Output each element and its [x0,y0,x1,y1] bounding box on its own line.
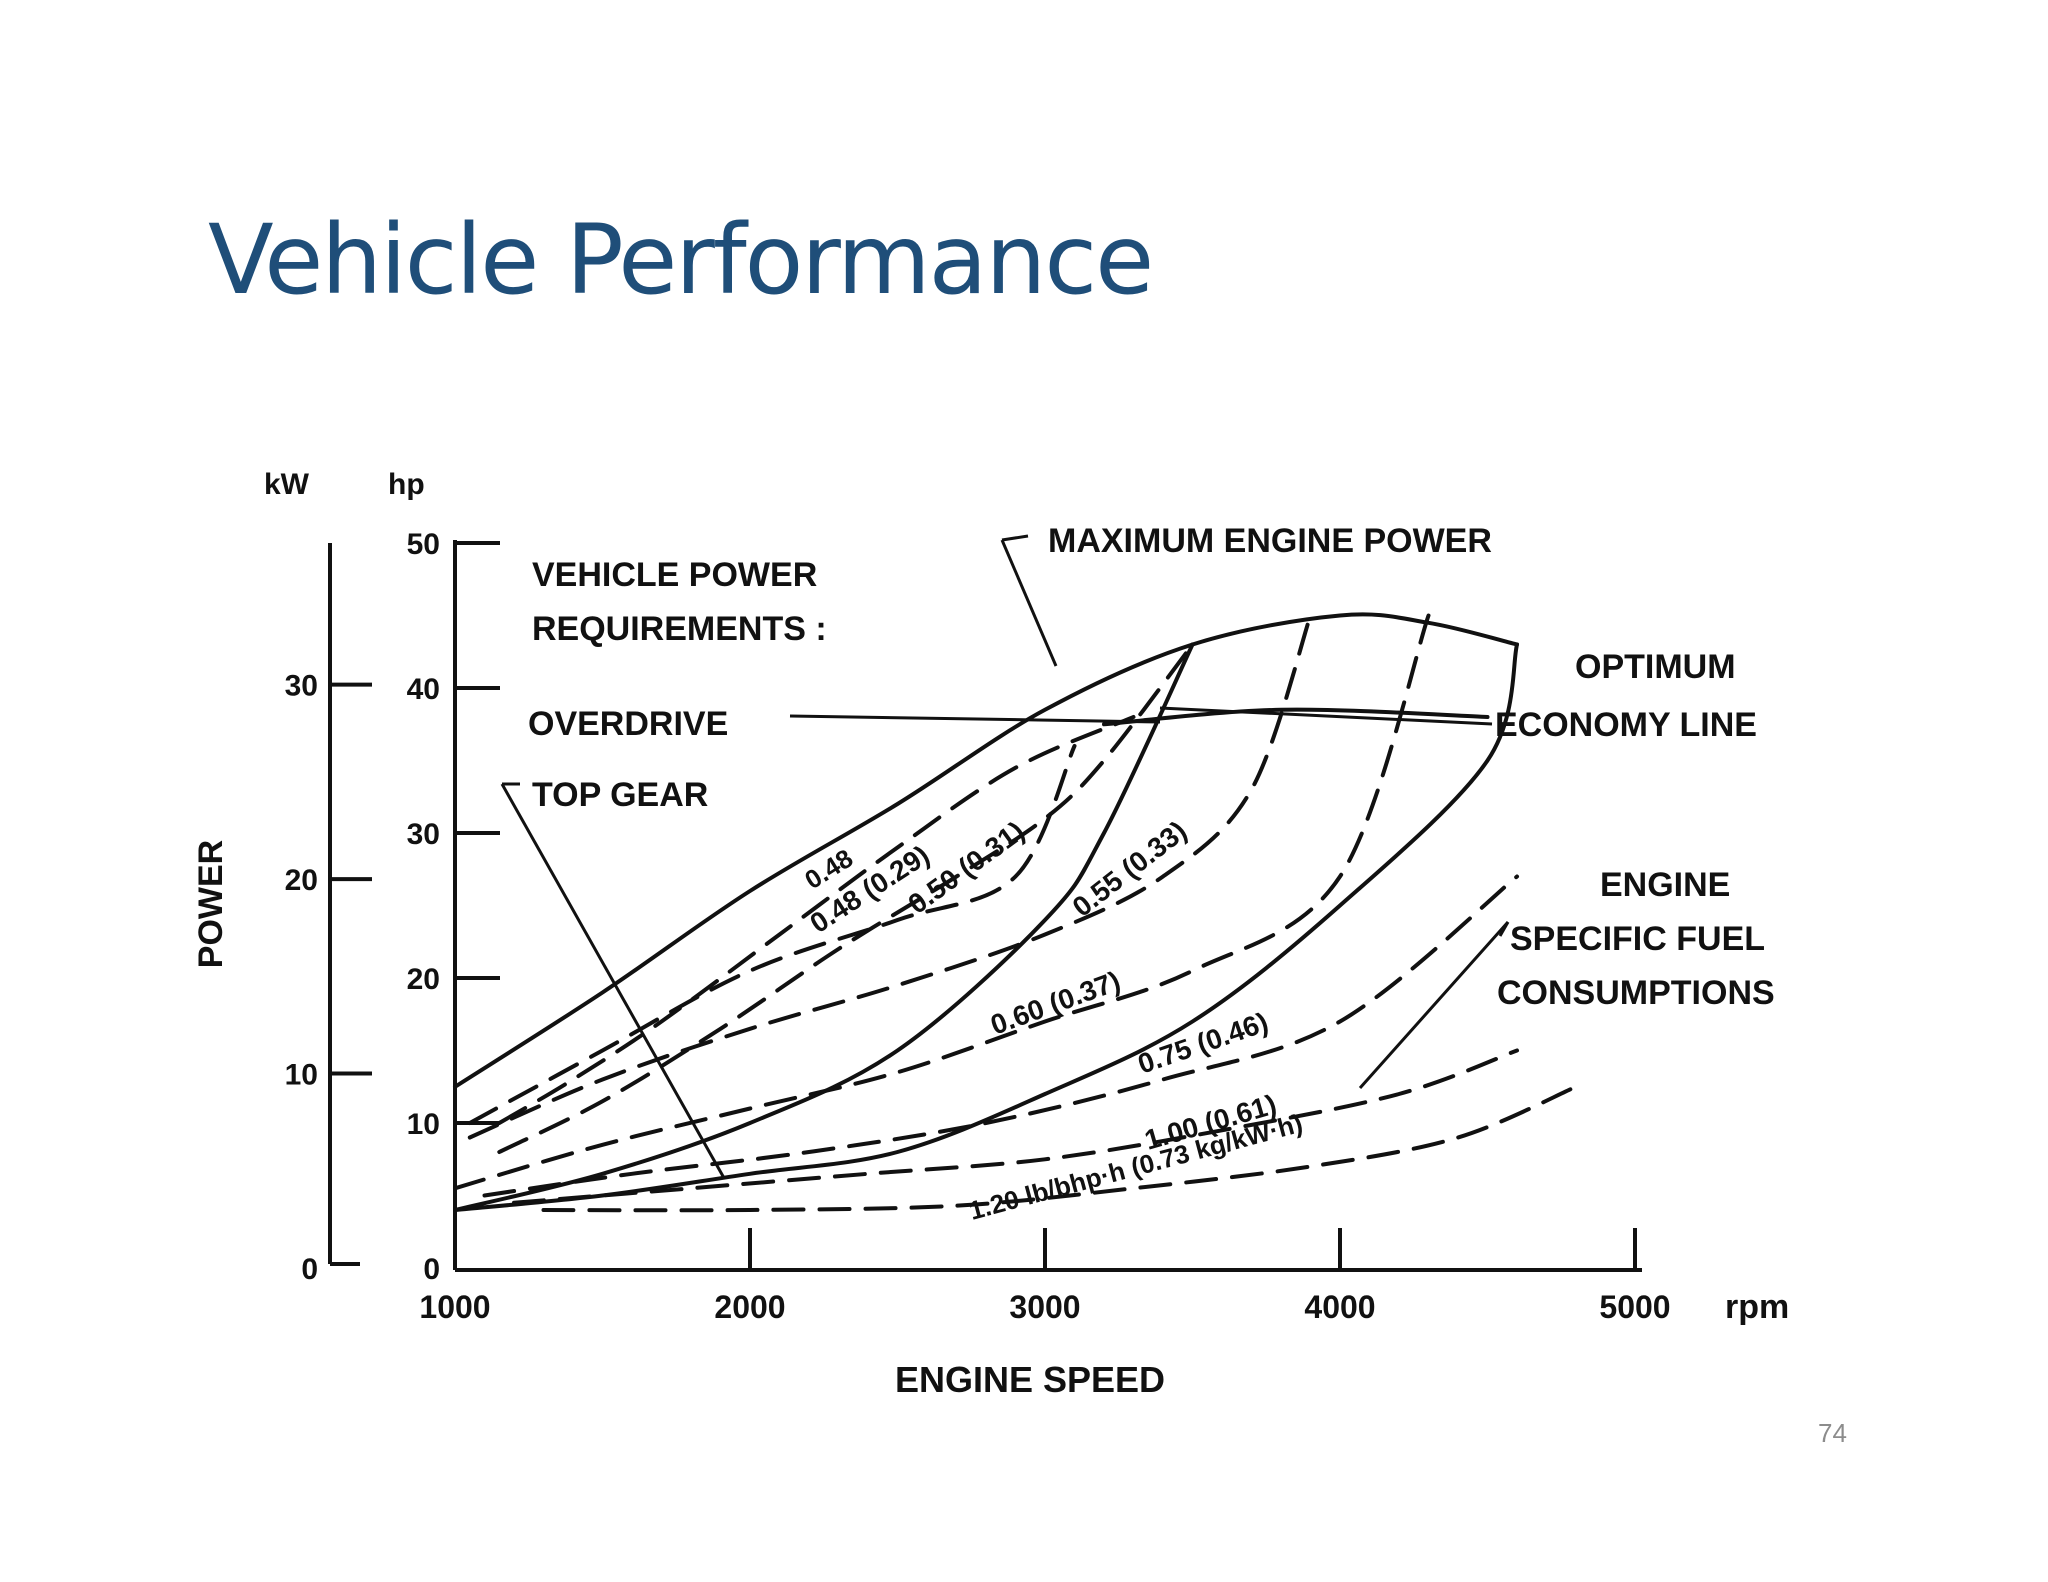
annotation-top-gear: TOP GEAR [532,776,708,814]
x-tick-label: 2000 [714,1289,785,1325]
x-tick-label: 4000 [1304,1289,1375,1325]
kw-tick-label: 20 [285,864,318,897]
leader-max-power-tick [1001,534,1029,542]
x-tick-label: 3000 [1009,1289,1080,1325]
leader-top-gear [500,783,726,1179]
sfc-contour-0-55-0-33 [467,613,1313,1140]
annotation-economy-line: ECONOMY LINE [1495,706,1757,744]
leader-fuel-2 [1498,921,1510,937]
x-axis-title: ENGINE SPEED [895,1359,1165,1400]
page-number: 74 [1818,1418,1847,1448]
hp-tick-label: 30 [407,818,440,851]
kw-tick-label: 0 [301,1253,318,1286]
leader-max-power [1000,539,1058,667]
annotation-consumptions: CONSUMPTIONS [1497,974,1775,1012]
sfc-contour-0-60-0-37 [453,613,1431,1191]
hp-tick-label: 0 [423,1253,440,1286]
hp-tick-label: 10 [407,1108,440,1141]
series-line-maximum-engine-power [453,612,1519,1089]
contour-label-0-75: 0.75 (0.46) [1134,1006,1272,1079]
leader-overdrive [789,714,1161,724]
axis-ticks: 1000 2000 3000 4000 5000 0 10 20 30 40 50 0 10 20 30 [285,528,1671,1325]
x-tick-label: 5000 [1599,1289,1670,1325]
kw-tick-label: 10 [285,1059,318,1092]
series-line-overdrive [453,642,1519,1212]
annotation-overdrive: OVERDRIVE [528,705,728,743]
hp-tick-label: 20 [407,963,440,996]
kw-tick-label: 30 [285,670,318,703]
hp-tick-label: 40 [407,673,440,706]
annotation-optimum: OPTIMUM [1575,648,1736,686]
annotation-specific-fuel: SPECIFIC FUEL [1510,920,1765,958]
sfc-contour-0-50-0-31 [467,744,1077,1125]
sfc-contour-0-48 [497,715,1136,1125]
leader-fuel [1358,921,1510,1089]
sfc-contour-0-75-0-46 [482,874,1519,1198]
annotation-max-engine-power: MAXIMUM ENGINE POWER [1048,522,1492,560]
annotation-requirements: REQUIREMENTS : [532,610,827,648]
x-unit-label: rpm [1725,1288,1789,1326]
sfc-contour-1-00-0-61 [512,1048,1519,1205]
x-tick-label: 1000 [419,1289,490,1325]
series-line-top-gear [453,642,1195,1212]
sfc-contour-1-20 [541,1084,1578,1213]
annotation-engine: ENGINE [1600,866,1730,904]
sfc-contour-0-48-0-29 [497,642,1195,1154]
y-axis-title: POWER [192,840,230,968]
kw-unit-label: kW [264,468,310,501]
hp-unit-label: hp [388,468,425,501]
leader-economy [1159,706,1493,726]
annotation-vehicle-power: VEHICLE POWER [532,556,817,594]
series-line-optimum-economy-line [1102,707,1490,727]
performance-curves [453,612,1578,1213]
page-title: Vehicle Performance [208,204,1154,316]
hp-tick-label: 50 [407,528,440,561]
contour-label-1-20: 1.20 lb/bhp·h (0.73 kg/kW·h) [966,1108,1306,1226]
